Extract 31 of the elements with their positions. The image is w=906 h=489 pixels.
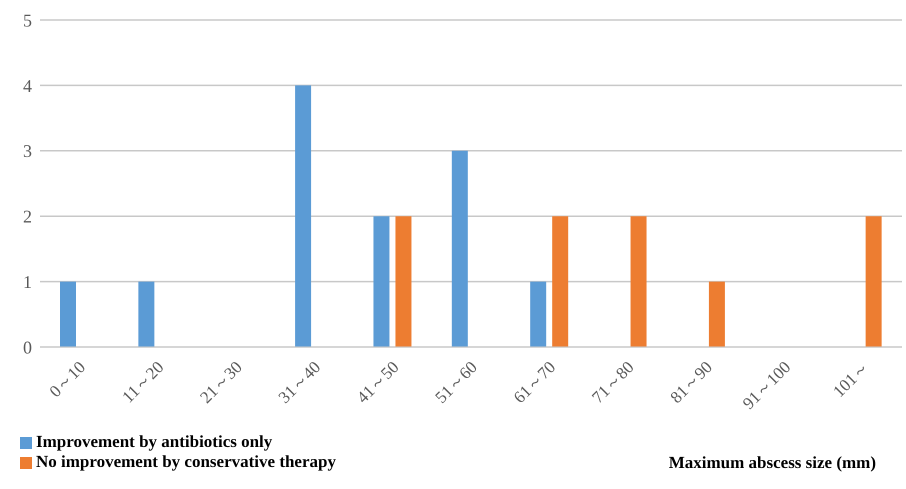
y-tick-label: 2: [23, 206, 32, 227]
x-tick-label: 51～60: [431, 357, 481, 407]
x-tick-label: 41～50: [353, 357, 403, 407]
x-tick-label: 91～100: [738, 357, 794, 413]
bar: [295, 85, 312, 347]
legend-label: No improvement by conservative therapy: [36, 452, 336, 471]
y-tick-label: 1: [23, 272, 32, 292]
x-tick-label: 81～90: [666, 357, 716, 407]
legend-label: Improvement by antibiotics only: [36, 432, 272, 451]
x-tick-label: 71～80: [588, 357, 638, 407]
y-tick-label: 0: [23, 337, 32, 358]
bar: [552, 216, 568, 347]
x-tick-label: 11～20: [118, 357, 168, 407]
bar: [60, 282, 76, 347]
x-tick-label: 21～30: [196, 357, 246, 407]
y-tick-label: 5: [23, 10, 32, 30]
x-tick-label: 0～10: [46, 357, 90, 401]
bar: [452, 150, 468, 347]
x-tick-label: 101～: [829, 357, 873, 401]
bar: [630, 216, 647, 347]
x-tick-label: 61～70: [510, 357, 560, 407]
bar: [708, 282, 725, 347]
bar: [395, 216, 412, 347]
y-tick-label: 4: [23, 76, 32, 96]
bar: [866, 216, 882, 347]
y-tick-label: 3: [23, 141, 32, 162]
bar: [530, 282, 546, 347]
bar: [138, 282, 154, 347]
bar: [373, 216, 390, 347]
x-tick-label: 31～40: [274, 357, 324, 407]
x-axis-title: Maximum abscess size (mm): [668, 453, 876, 473]
